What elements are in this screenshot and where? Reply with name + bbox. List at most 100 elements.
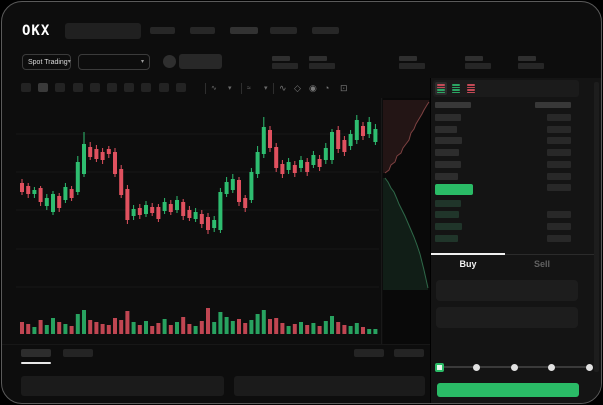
toolbar-divider	[241, 83, 242, 94]
chevron-down-icon: ▾	[67, 59, 71, 65]
combined-book-icon[interactable]	[435, 82, 447, 95]
orderbook-bid-price[interactable]	[435, 234, 458, 242]
icon-bar	[467, 91, 475, 93]
market-type-label: Spot Trading	[28, 58, 68, 66]
timeframe-button-5[interactable]	[89, 83, 100, 92]
orderbook-amount	[547, 160, 571, 168]
orderbook-amount	[547, 149, 571, 157]
camera-icon[interactable]: ◉	[309, 83, 317, 93]
draw-tool-icon[interactable]: ◇	[294, 83, 301, 93]
market-type-dropdown[interactable]: Spot Trading ▾	[22, 54, 71, 70]
orderbook-ask-price[interactable]	[435, 149, 459, 157]
header-action-button[interactable]	[179, 54, 222, 69]
icon-bar	[437, 89, 445, 91]
icon-bar	[452, 84, 460, 86]
stat-label-2	[309, 56, 327, 61]
stat-value-4	[465, 63, 491, 69]
asks-only-icon[interactable]	[465, 82, 477, 95]
depth-asks-area	[383, 100, 429, 173]
depth-bids-area	[383, 178, 428, 290]
orderbook-ask-price[interactable]	[435, 114, 461, 121]
orderbook-ask-price[interactable]	[435, 137, 462, 145]
orderbook-ask-price[interactable]	[435, 172, 458, 180]
orderbook-bid-price[interactable]	[435, 211, 459, 219]
icon-bar	[452, 89, 460, 91]
orderbook-price-header	[435, 102, 471, 108]
timeframe-button-3[interactable]	[55, 83, 66, 92]
icon-bar	[437, 86, 445, 88]
price-input[interactable]	[436, 280, 578, 301]
chevron-down-icon[interactable]: ▾	[264, 85, 268, 92]
orderbook-amount	[547, 114, 571, 121]
icon-bar	[467, 89, 475, 91]
toolbar-divider	[205, 83, 206, 94]
indicator-dropdown-2[interactable]: ≈	[247, 85, 251, 92]
slider-stop[interactable]	[510, 363, 518, 371]
stat-value-3	[399, 63, 425, 69]
nav-item-1[interactable]	[150, 27, 175, 34]
stat-value-1	[272, 63, 298, 69]
slider-stop[interactable]	[473, 363, 480, 371]
timeframe-button-2[interactable]	[38, 83, 49, 92]
slider-stop[interactable]	[585, 363, 593, 371]
timeframe-button-4[interactable]	[72, 83, 83, 92]
nav-item-3[interactable]	[230, 27, 258, 34]
orderbook-amount	[547, 184, 571, 192]
buy-tab-indicator	[431, 253, 505, 255]
stat-label-1	[272, 56, 290, 61]
orderbook-amount	[547, 234, 571, 242]
panel-scrollbar[interactable]	[594, 82, 599, 372]
amount-input[interactable]	[436, 307, 578, 328]
line-chart-icon[interactable]: ∿	[279, 83, 287, 93]
orderbook-amount-header	[535, 102, 571, 108]
orderbook-amount	[547, 137, 571, 145]
orderbook-amount	[547, 125, 571, 133]
bottom-control-2[interactable]	[394, 349, 424, 357]
clock-icon[interactable]: ◔	[324, 83, 330, 93]
icon-bar	[437, 91, 445, 93]
timeframe-button-8[interactable]	[141, 83, 152, 92]
bottom-panel-placeholder-1	[21, 376, 224, 396]
timeframe-button-9[interactable]	[158, 83, 169, 92]
bottom-panel-placeholder-2	[234, 376, 425, 396]
icon-bar	[452, 91, 460, 93]
nav-item-2[interactable]	[190, 27, 215, 34]
nav-item-4[interactable]	[270, 27, 297, 34]
fullscreen-icon[interactable]: ⊡	[340, 83, 348, 93]
tab-buy[interactable]: Buy	[459, 259, 477, 269]
bottom-tab-2[interactable]	[63, 349, 93, 357]
orderbook-amount	[547, 222, 571, 230]
indicator-dropdown-1[interactable]: ∿	[211, 85, 217, 92]
orderbook-ask-price[interactable]	[435, 125, 457, 133]
tab-sell[interactable]: Sell	[533, 259, 550, 269]
icon-bar	[467, 84, 475, 86]
slider-handle[interactable]	[434, 362, 444, 372]
timeframe-button-10[interactable]	[175, 83, 186, 92]
bids-only-icon[interactable]	[450, 82, 462, 95]
bottom-control-1[interactable]	[354, 349, 384, 357]
active-tab-underline	[21, 362, 51, 364]
stat-label-5	[518, 56, 536, 61]
nav-item-5[interactable]	[312, 27, 339, 34]
slider-stop[interactable]	[548, 363, 555, 371]
icon-bar	[452, 86, 460, 88]
orderbook-last-price-bar[interactable]	[435, 184, 473, 195]
bottom-tab-1[interactable]	[21, 349, 51, 357]
avatar[interactable]	[163, 55, 176, 68]
orderbook-amount	[547, 172, 571, 180]
trade-panel	[431, 78, 601, 403]
orderbook-ask-price[interactable]	[435, 160, 461, 168]
orderbook-bid-price[interactable]	[435, 199, 461, 207]
stat-value-5	[518, 63, 544, 69]
pair-select-dropdown[interactable]: ▾	[78, 54, 150, 70]
stat-label-3	[399, 56, 417, 61]
orderbook-bid-price[interactable]	[435, 222, 462, 230]
pane-separator	[2, 344, 431, 345]
timeframe-button-7[interactable]	[124, 83, 135, 92]
chevron-down-icon[interactable]: ▾	[228, 85, 232, 92]
buy-button[interactable]	[437, 383, 579, 397]
timeframe-button-1[interactable]	[21, 83, 31, 92]
timeframe-button-6[interactable]	[107, 83, 117, 92]
search-input[interactable]	[65, 23, 141, 39]
